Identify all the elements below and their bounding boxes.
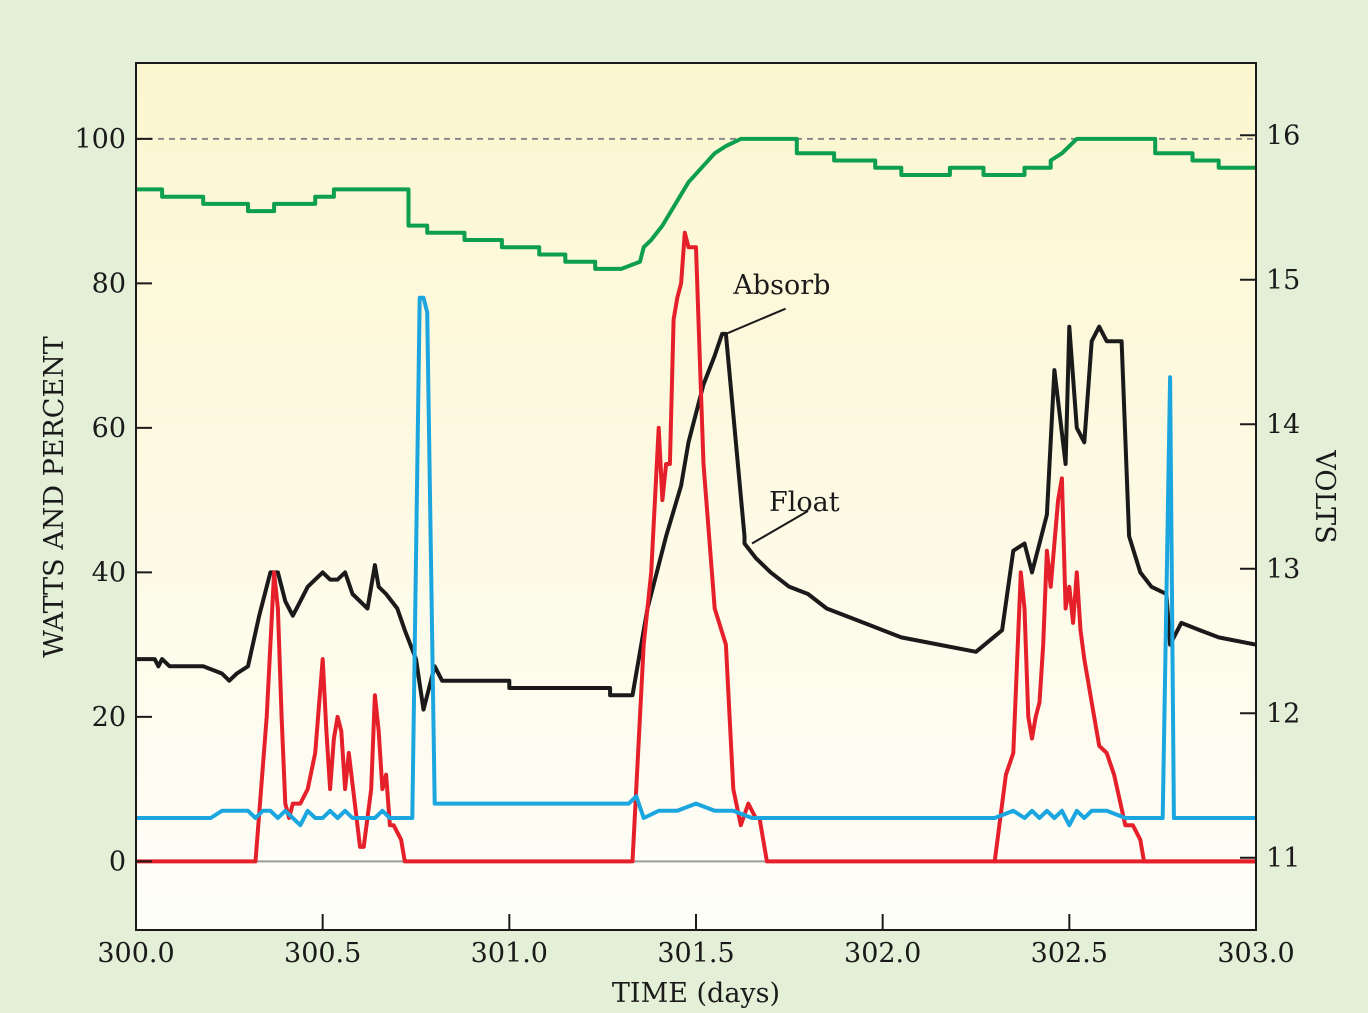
y-axis-right-title: VOLTS	[1309, 449, 1340, 543]
x-axis-title: TIME (days)	[612, 978, 780, 1009]
series-layer	[136, 136, 1256, 864]
x-tick-label: 302.0	[844, 938, 921, 969]
y-left-tick-label: 20	[92, 702, 126, 733]
plot-area	[136, 63, 1256, 930]
tick-layer: 300.0 300.5 301.0 301.5 302.0 302.5 303.0 0 20 40…	[74, 120, 1300, 969]
x-tick-label: 300.0	[97, 938, 174, 969]
y-right-tick-label: 11	[1266, 843, 1300, 874]
series-line-4	[136, 295, 1256, 828]
x-tick-label: 301.5	[657, 938, 734, 969]
annotation-pointer	[725, 307, 786, 335]
y-left-tick-label: 0	[109, 846, 126, 877]
y-right-tick-label: 13	[1266, 554, 1300, 585]
y-right-tick-label: 12	[1266, 698, 1300, 729]
y-right-tick-label: 16	[1266, 120, 1300, 151]
y-left-tick-label: 100	[74, 124, 126, 155]
series-line-2	[136, 230, 1256, 864]
y-left-tick-label: 80	[92, 268, 126, 299]
annotation-pointer	[751, 510, 809, 545]
series-line-1	[136, 324, 1256, 712]
y-right-tick-label: 15	[1266, 265, 1300, 296]
y-left-tick-label: 60	[92, 413, 126, 444]
x-tick-label: 301.0	[471, 938, 548, 969]
y-axis-left-title: WATTS AND PERCENT	[39, 336, 70, 658]
annotation-label: Absorb	[732, 270, 830, 301]
y-left-tick-label: 40	[92, 557, 126, 588]
series-line-0	[136, 136, 1256, 271]
y-right-tick-label: 14	[1266, 409, 1300, 440]
x-tick-label: 300.5	[284, 938, 361, 969]
x-tick-label: 302.5	[1031, 938, 1108, 969]
x-tick-label: 303.0	[1217, 938, 1294, 969]
